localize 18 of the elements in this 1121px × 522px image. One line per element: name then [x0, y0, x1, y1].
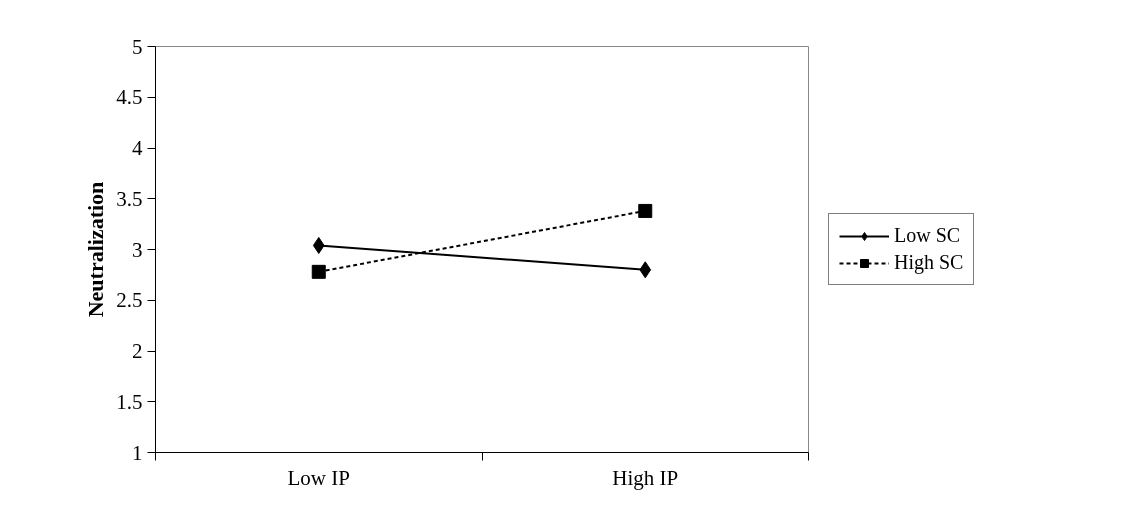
legend-label: High SC — [894, 251, 964, 274]
point — [639, 261, 652, 279]
y-tick-label: 4 — [132, 136, 143, 160]
y-tick-label: 3.5 — [116, 186, 143, 211]
x-tick-label: High IP — [612, 465, 679, 490]
point — [311, 264, 326, 279]
y-tick-label: 2 — [132, 339, 143, 363]
y-tick-label: 4.5 — [116, 85, 143, 110]
y-tick-label: 1 — [132, 440, 143, 465]
y-tick-label: 1.5 — [116, 389, 143, 414]
point — [638, 203, 653, 218]
y-axis-title: Neutralization — [83, 181, 109, 318]
point — [312, 236, 325, 254]
y-tick-label: 3 — [132, 237, 143, 262]
legend-label: Low SC — [894, 224, 961, 247]
y-tick-label: 5 — [132, 34, 143, 59]
y-tick-label: 2.5 — [116, 288, 143, 313]
x-tick-label: Low IP — [287, 465, 350, 490]
